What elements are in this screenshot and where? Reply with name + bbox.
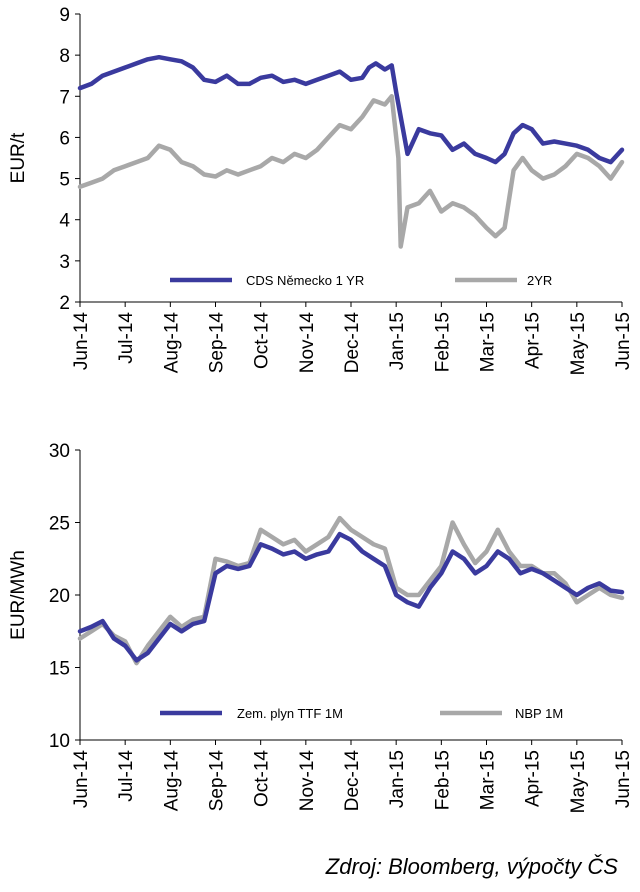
x-tick-label: Feb-15 bbox=[432, 750, 453, 810]
x-tick-label: Sep-14 bbox=[207, 312, 228, 374]
y-tick-label: 15 bbox=[49, 659, 70, 680]
x-tick-label: Mar-15 bbox=[478, 750, 499, 810]
x-tick-label: Sep-14 bbox=[207, 750, 228, 812]
x-tick-label: Apr-15 bbox=[523, 312, 544, 369]
x-tick-label: Jun-15 bbox=[613, 750, 634, 808]
series-line-2 bbox=[77, 94, 625, 249]
y-tick-label: 6 bbox=[59, 128, 70, 149]
y-tick-label: 25 bbox=[49, 514, 70, 535]
x-tick-label: Oct-14 bbox=[252, 312, 273, 369]
y-axis-label: EUR/t bbox=[8, 132, 29, 183]
source-note: Zdroj: Bloomberg, výpočty ČS bbox=[325, 854, 618, 879]
y-tick-label: 8 bbox=[59, 46, 70, 67]
x-tick-label: May-15 bbox=[568, 750, 589, 813]
x-tick-label: Nov-14 bbox=[297, 312, 318, 374]
legend-label-2: 2YR bbox=[527, 273, 552, 288]
x-tick-label: Nov-14 bbox=[297, 750, 318, 812]
x-tick-label: Aug-14 bbox=[161, 312, 182, 374]
x-tick-label: Jun-14 bbox=[71, 312, 92, 371]
x-tick-label: Jan-15 bbox=[387, 750, 408, 808]
x-tick-label: May-15 bbox=[568, 312, 589, 375]
legend-label-2: NBP 1M bbox=[515, 706, 563, 721]
series-line-1 bbox=[77, 531, 625, 663]
x-tick-label: Jun-14 bbox=[71, 750, 92, 809]
legend-label-1: CDS Německo 1 YR bbox=[246, 273, 364, 288]
y-tick-label: 30 bbox=[49, 441, 70, 462]
x-tick-label: Jun-15 bbox=[613, 312, 634, 370]
x-tick-label: Feb-15 bbox=[432, 312, 453, 372]
y-tick-label: 4 bbox=[59, 211, 70, 232]
x-tick-label: Mar-15 bbox=[478, 312, 499, 372]
chart-2: 10 15 20 25 30 Jun-14 Jul-14 Aug-14 Sep-14 Oct-14… bbox=[8, 441, 634, 813]
y-tick-label: 20 bbox=[49, 586, 70, 607]
y-tick-label: 10 bbox=[49, 731, 70, 752]
x-tick-label: Jan-15 bbox=[387, 312, 408, 370]
y-tick-label: 3 bbox=[59, 252, 70, 273]
legend-label-1: Zem. plyn TTF 1M bbox=[237, 706, 343, 721]
x-tick-label: Jul-14 bbox=[116, 750, 137, 802]
series-line-1 bbox=[77, 54, 625, 165]
series-line-2 bbox=[77, 515, 625, 666]
x-tick-label: Apr-15 bbox=[523, 750, 544, 807]
x-tick-label: Aug-14 bbox=[161, 750, 182, 812]
y-tick-label: 2 bbox=[59, 293, 70, 314]
x-tick-label: Oct-14 bbox=[252, 750, 273, 807]
x-tick-label: Dec-14 bbox=[342, 750, 363, 812]
x-tick-label: Dec-14 bbox=[342, 312, 363, 374]
y-tick-label: 5 bbox=[59, 170, 70, 191]
y-tick-label: 7 bbox=[59, 87, 70, 108]
chart-1: 2 3 4 5 6 7 8 9 Jun-14 Jul-14 Aug-14 Sep-14 Oct-14 No… bbox=[8, 5, 634, 375]
x-tick-label: Jul-14 bbox=[116, 312, 137, 364]
y-tick-label: 9 bbox=[59, 5, 70, 26]
y-axis-label: EUR/MWh bbox=[8, 550, 29, 640]
